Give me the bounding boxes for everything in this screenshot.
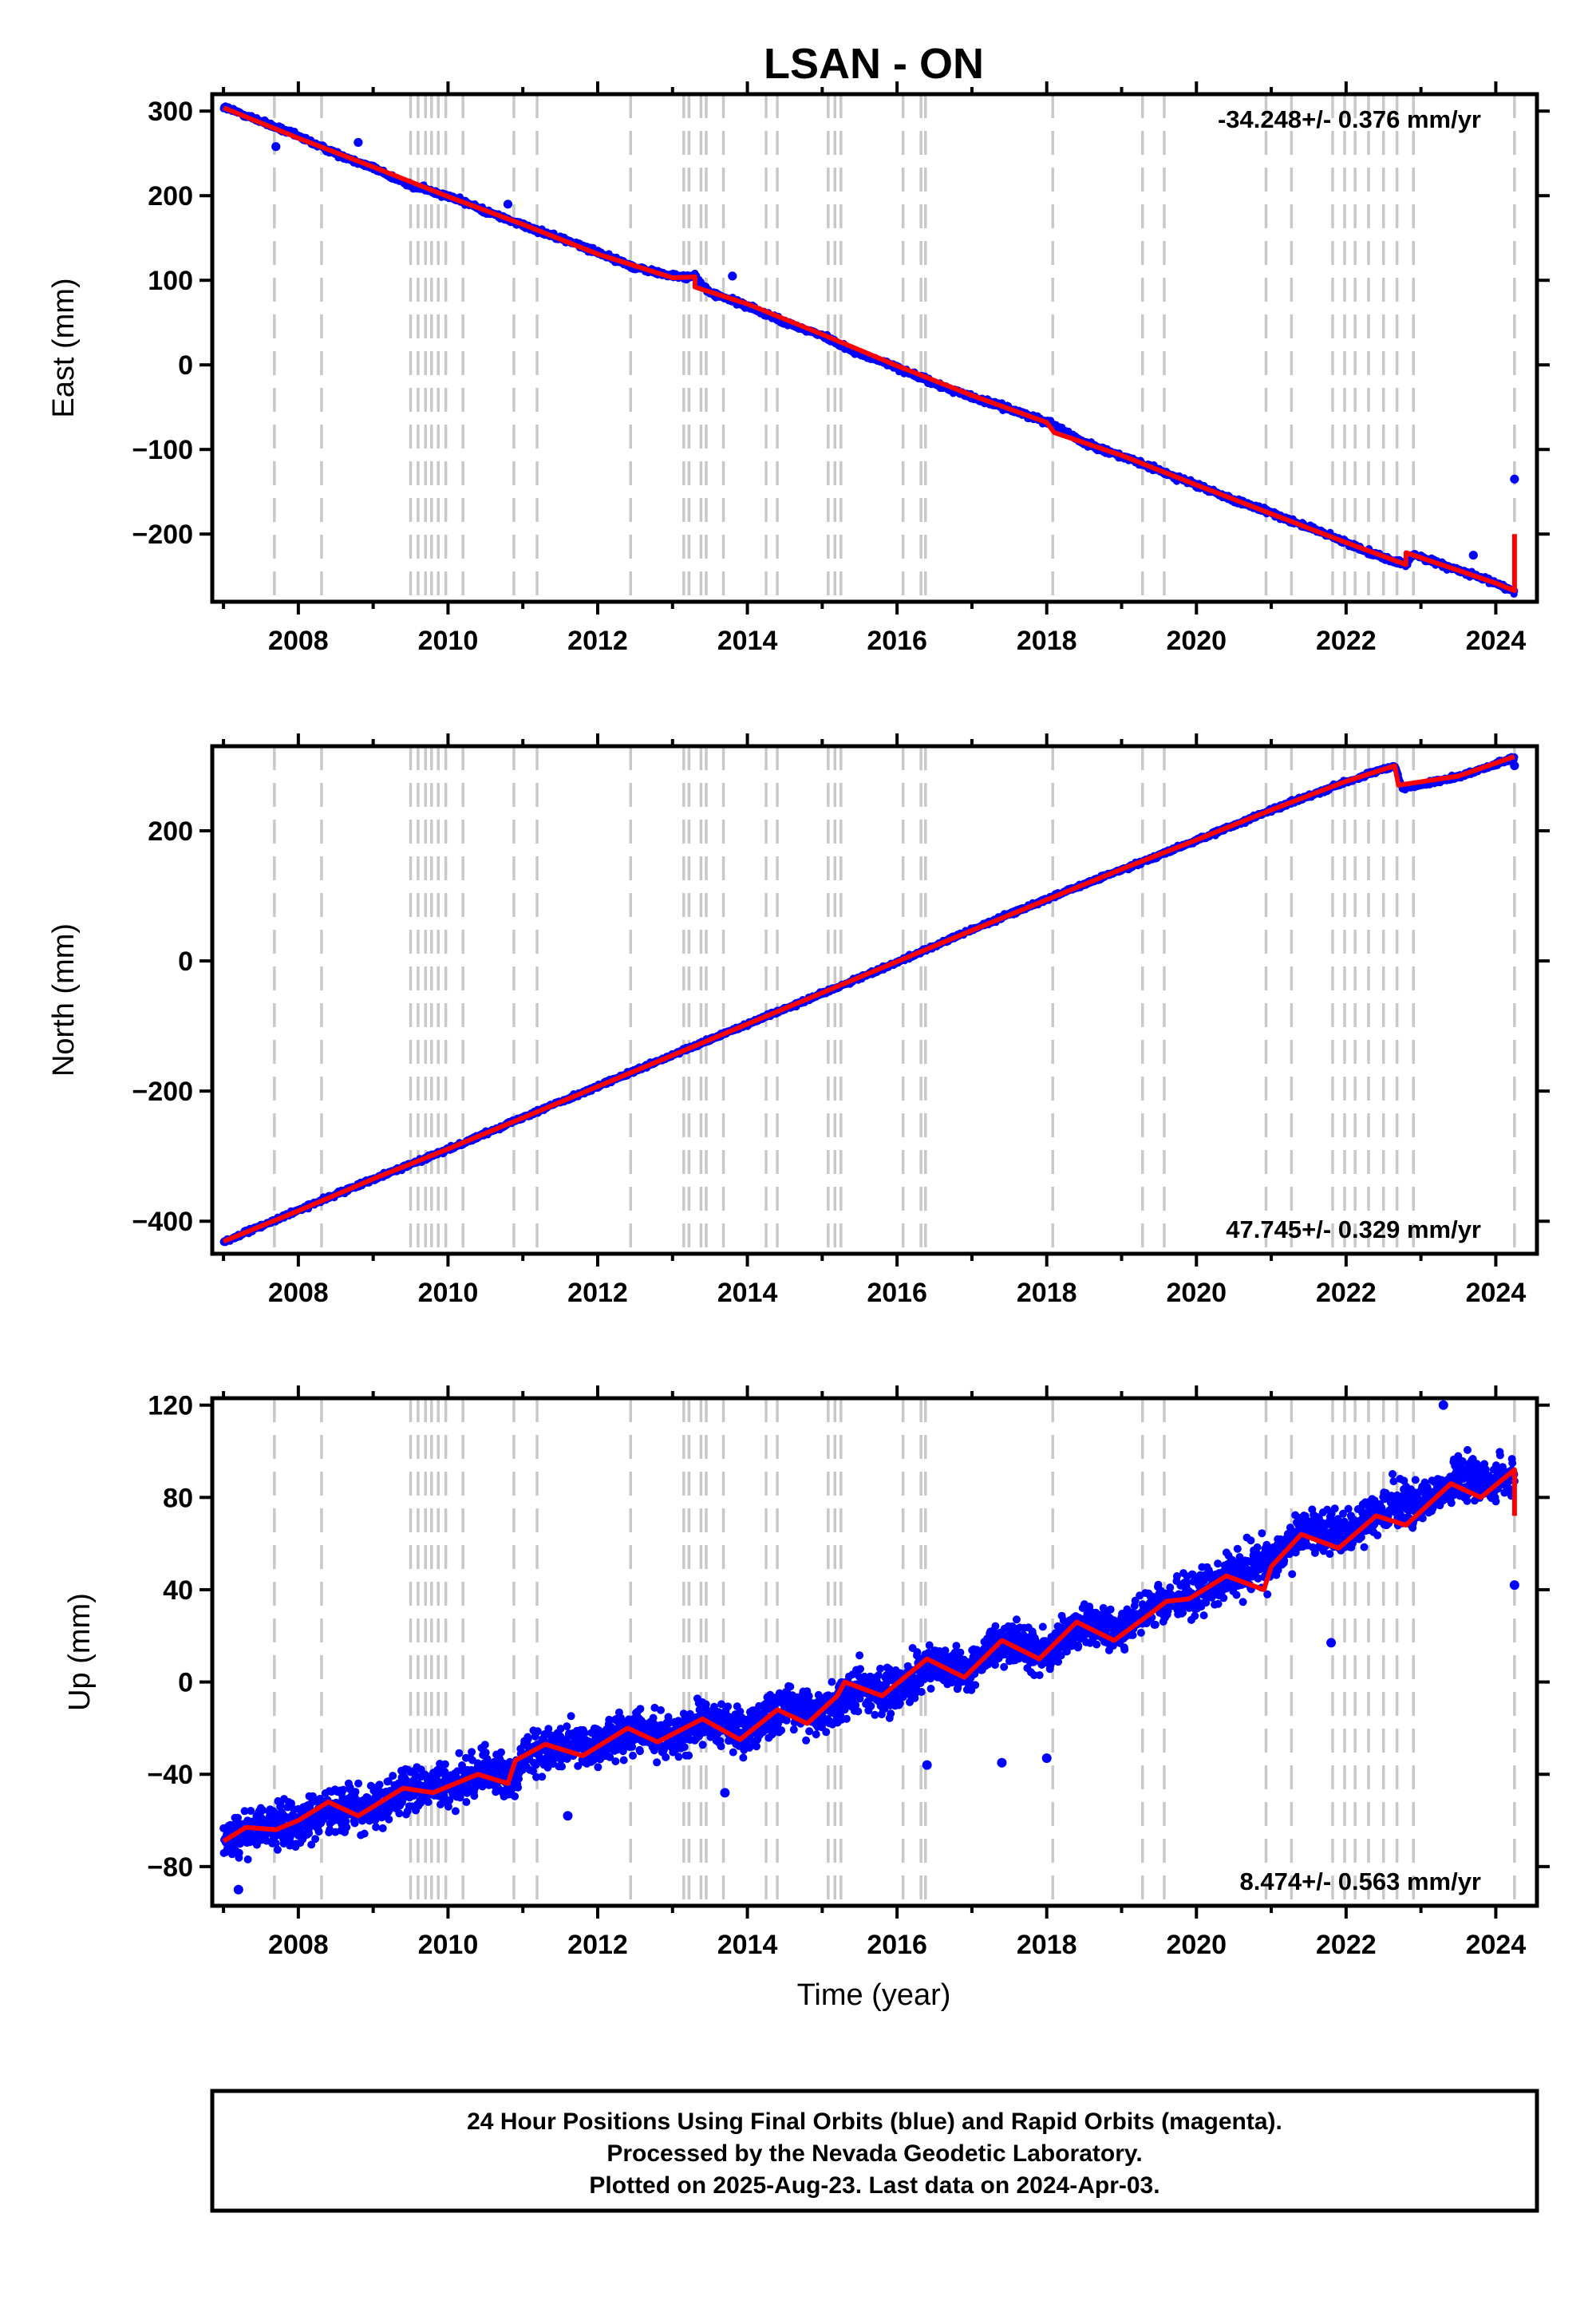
x-tick-label: 2014 [717, 626, 778, 656]
plot-area [212, 746, 1537, 1254]
outlier-point [728, 271, 737, 281]
y-tick-label: 0 [178, 350, 193, 381]
model-fit-line [222, 105, 1517, 594]
x-tick-label: 2016 [867, 626, 927, 656]
data-layer [219, 102, 1519, 599]
x-tick-label: 2020 [1166, 626, 1227, 656]
outlier-point [1510, 474, 1519, 484]
plot-area [212, 94, 1537, 602]
plot-frame [210, 92, 1539, 604]
y-tick-label: 100 [148, 266, 193, 296]
outlier-point [354, 137, 363, 148]
y-tick-label: −100 [132, 435, 193, 465]
event-lines [273, 746, 1516, 1254]
chart-title: LSAN - ON [764, 40, 984, 88]
x-tick-label: 2010 [418, 626, 479, 656]
outlier-point [1468, 551, 1478, 560]
x-tick-label: 2018 [1017, 626, 1077, 656]
y-tick-label: 200 [148, 181, 193, 211]
x-tick-label: 2008 [268, 626, 329, 656]
x-tick-label: 2012 [567, 626, 628, 656]
outlier-point [503, 200, 513, 209]
x-tick-label: 2022 [1316, 626, 1377, 656]
y-axis-label: East (mm) [47, 278, 81, 417]
x-tick-label: 2024 [1466, 626, 1527, 656]
y-tick-label: −200 [132, 520, 193, 550]
velocity-label: -34.248+/- 0.376 mm/yr [1218, 105, 1481, 133]
east-panel: 300 200 100 0 −100 −200 2008 2010 2012 2014 2016 20… [47, 81, 1550, 656]
outlier-point [271, 142, 281, 152]
y-tick-label: 300 [148, 97, 193, 127]
data-layer [219, 753, 1519, 1247]
